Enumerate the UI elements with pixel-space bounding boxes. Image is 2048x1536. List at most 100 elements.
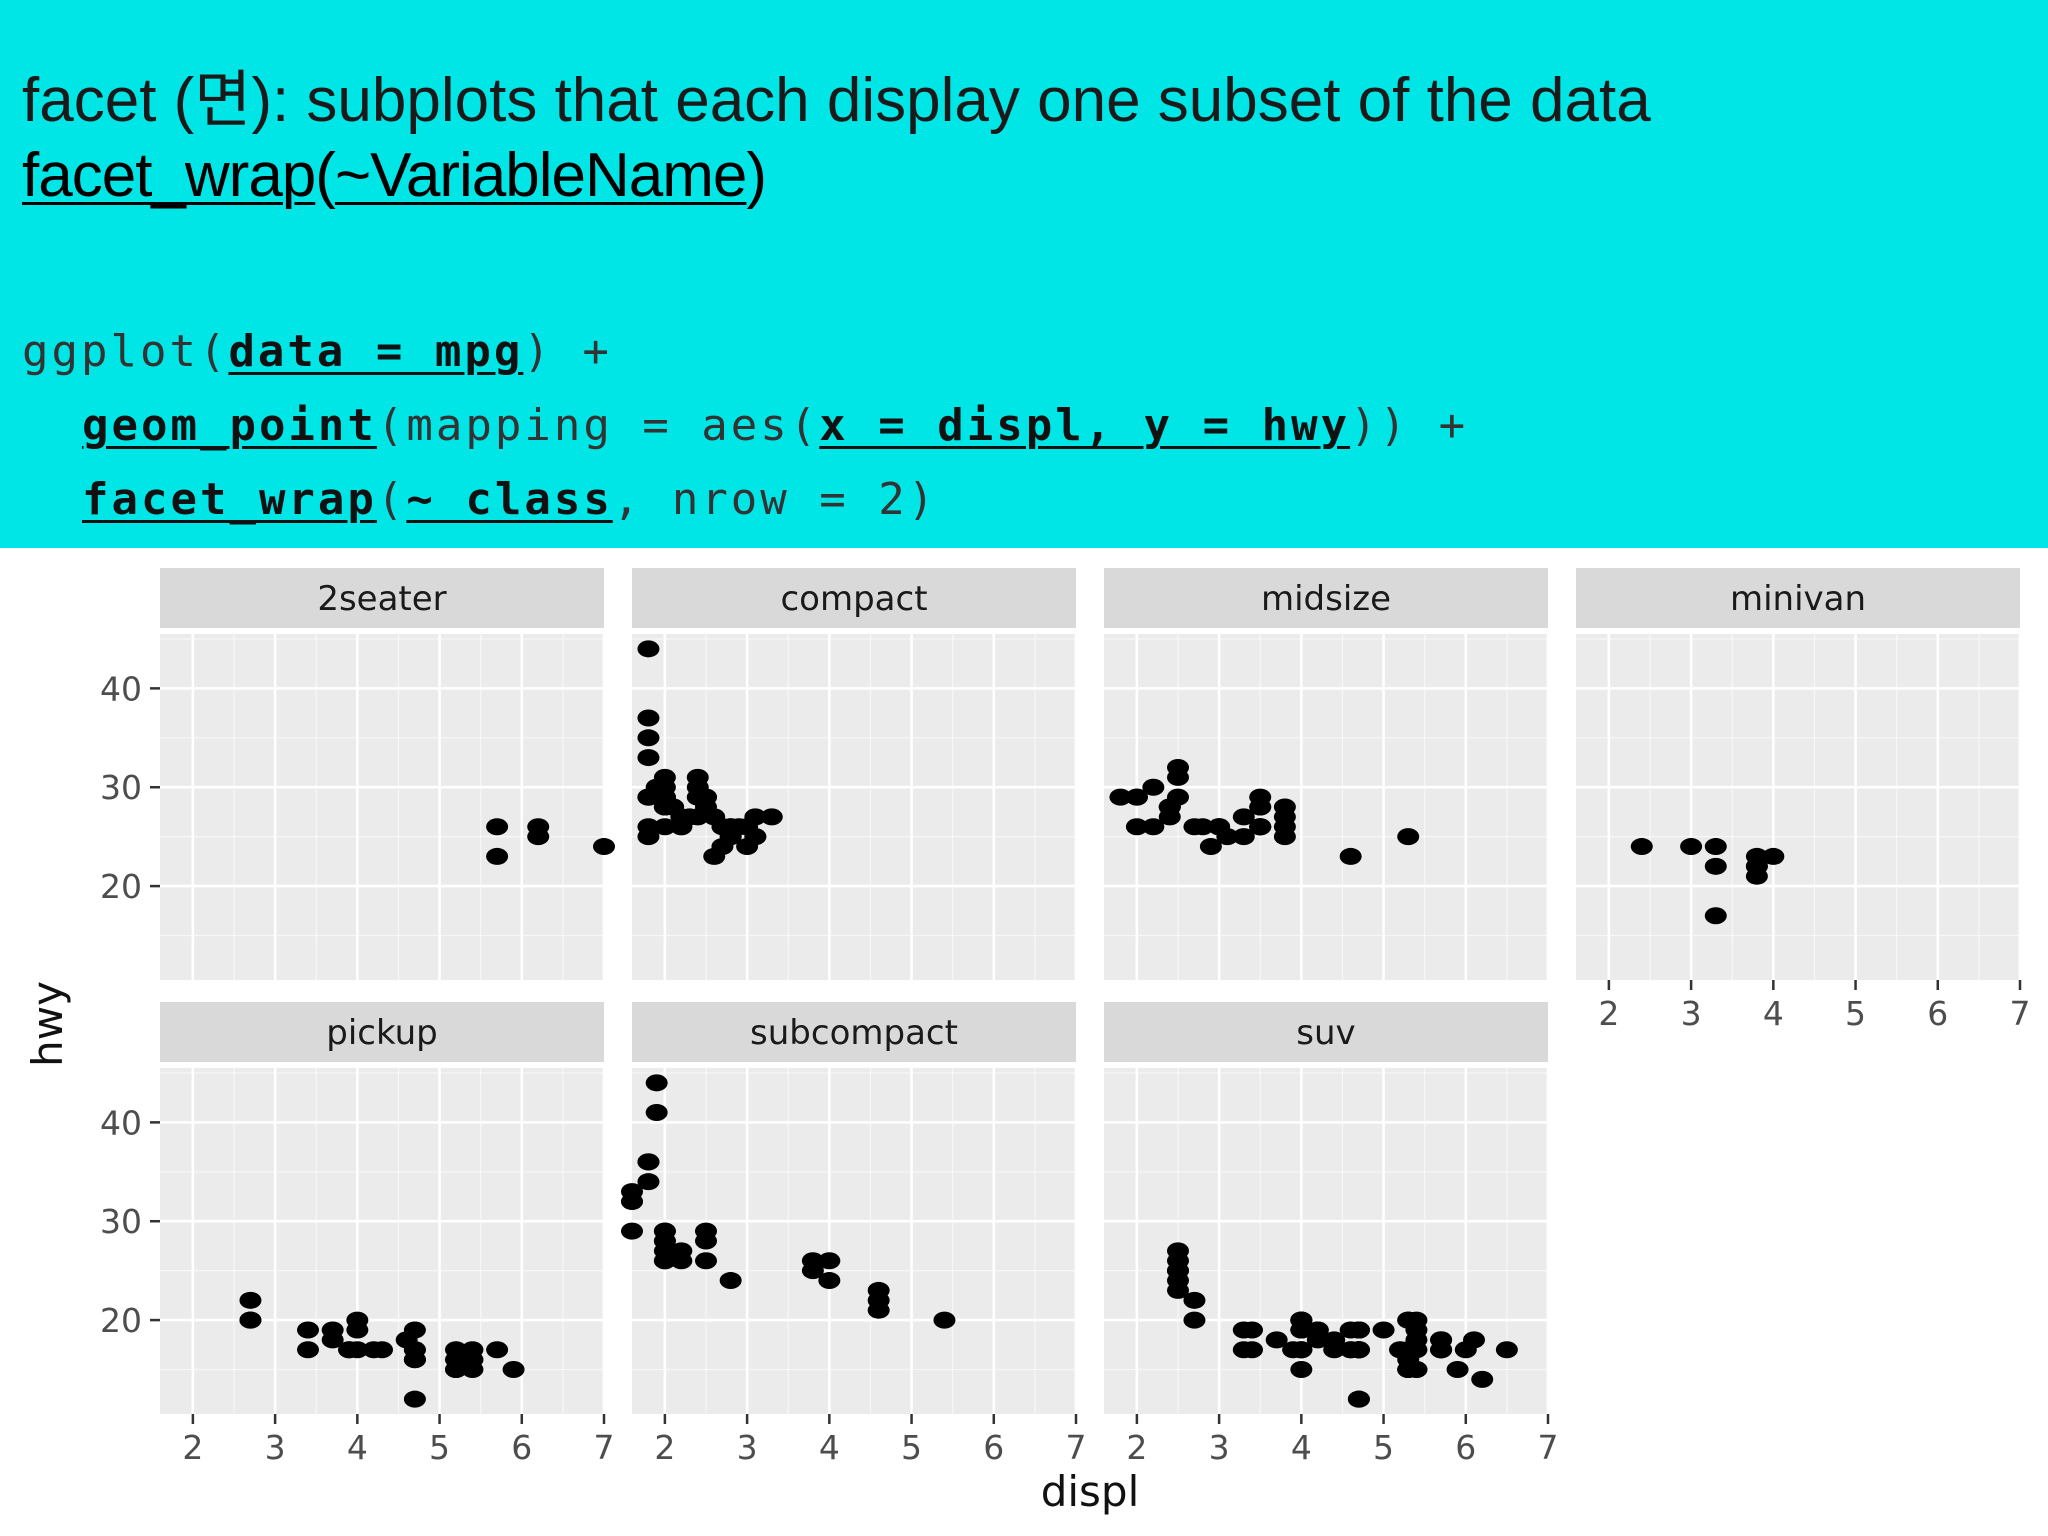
- facet-strip-label: pickup: [326, 1013, 438, 1053]
- facet-panel-suv: suv 2 3 4 5 6 7: [1104, 1002, 1559, 1467]
- x-tick-label: 5: [1373, 1428, 1394, 1467]
- data-point: [801, 1262, 824, 1280]
- x-tick-label: 2: [654, 1428, 675, 1467]
- data-point: [1463, 1331, 1485, 1349]
- facet-strip-label: suv: [1296, 1013, 1355, 1053]
- data-point: [445, 1351, 467, 1369]
- data-point: [1397, 1361, 1420, 1379]
- data-point: [1430, 1331, 1453, 1349]
- data-point: [395, 1331, 418, 1349]
- data-point: [727, 818, 750, 836]
- slide-title: facet (면): subplots that each display on…: [22, 66, 1651, 135]
- data-point: [670, 1252, 693, 1270]
- facet-strip-label: minivan: [1730, 579, 1866, 619]
- data-point: [1290, 1311, 1313, 1329]
- y-tick-label: 40: [100, 669, 142, 708]
- data-point: [403, 1351, 426, 1369]
- code-line-3: facet_wrap(~ class, nrow = 2): [82, 478, 937, 522]
- x-tick-label: 6: [511, 1428, 532, 1467]
- facet-panel-2seater: 2seater 20 30 40: [100, 568, 615, 980]
- data-point: [1495, 1341, 1518, 1359]
- data-point: [637, 749, 660, 767]
- data-point: [1183, 1291, 1206, 1309]
- facet-panel-compact: compact: [632, 568, 1078, 980]
- data-point: [1704, 838, 1727, 856]
- data-point: [645, 778, 668, 796]
- data-point: [1125, 788, 1148, 806]
- panel-background: [1104, 1068, 1548, 1414]
- x-tick-label: 7: [1538, 1428, 1559, 1467]
- x-tick-label: 4: [1291, 1428, 1312, 1467]
- data-point: [1158, 798, 1181, 816]
- data-point: [1265, 1331, 1288, 1349]
- code-token-underlined: facet_wrap: [82, 474, 377, 525]
- data-point: [1745, 857, 1768, 875]
- y-tick-label: 30: [100, 1202, 142, 1241]
- data-point: [486, 818, 509, 836]
- data-point: [1347, 1321, 1370, 1339]
- data-point: [703, 847, 726, 865]
- subtitle-function: facet_wrap: [22, 141, 316, 210]
- data-point: [637, 1173, 660, 1191]
- x-tick-label: 3: [265, 1428, 286, 1467]
- data-point: [1372, 1321, 1395, 1339]
- data-point: [1347, 1341, 1370, 1359]
- x-tick-label: 4: [819, 1428, 840, 1467]
- x-tick-label: 3: [737, 1428, 758, 1467]
- data-point: [703, 808, 726, 826]
- code-token-underlined: x = displ, y = hwy: [819, 400, 1351, 451]
- y-axis-label: hwy: [23, 981, 72, 1067]
- facet-panel-midsize: midsize: [1104, 568, 1550, 980]
- x-tick-label: 5: [429, 1428, 450, 1467]
- x-tick-label: 2: [182, 1428, 203, 1467]
- y-tick-label: 40: [100, 1103, 142, 1142]
- facet-strip-label: midsize: [1261, 579, 1391, 619]
- data-point: [1249, 818, 1272, 836]
- data-point: [1397, 828, 1420, 846]
- code-token: (: [376, 474, 407, 525]
- code-token-underlined: ~ class: [406, 474, 613, 525]
- data-point: [818, 1252, 841, 1270]
- x-tick-label: 6: [1455, 1428, 1476, 1467]
- data-point: [1323, 1331, 1346, 1349]
- data-point: [1704, 907, 1727, 925]
- facet-strip: [1576, 568, 2020, 628]
- code-token: , nrow = 2): [612, 474, 938, 525]
- data-point: [1273, 818, 1296, 836]
- data-point: [1241, 1321, 1263, 1339]
- data-point: [621, 1222, 643, 1240]
- data-point: [1125, 818, 1148, 836]
- code-token: )) +: [1350, 400, 1469, 451]
- data-point: [1630, 838, 1653, 856]
- code-token-underlined: data = mpg: [228, 326, 524, 377]
- facet-panel-pickup: pickup 20 30 40 2 3 4 5 6 7: [100, 1002, 615, 1467]
- data-point: [1232, 828, 1255, 846]
- data-point: [1142, 778, 1165, 796]
- data-point: [736, 838, 759, 856]
- data-point: [695, 1222, 717, 1240]
- y-tick-label: 20: [100, 1301, 142, 1340]
- data-point: [621, 1192, 643, 1210]
- slide-subtitle: facet_wrap(~VariableName): [22, 145, 767, 207]
- data-point: [321, 1331, 344, 1349]
- data-point: [1762, 847, 1785, 865]
- x-tick-label: 3: [1209, 1428, 1230, 1467]
- facet-strip: [1104, 1002, 1548, 1062]
- data-point: [1273, 798, 1296, 816]
- data-point: [403, 1390, 426, 1408]
- x-tick-label: 4: [1763, 994, 1784, 1033]
- data-point: [645, 1074, 668, 1092]
- x-tick-label: 3: [1681, 994, 1702, 1033]
- x-tick-label: 7: [1066, 1428, 1087, 1467]
- data-point: [1704, 857, 1727, 875]
- y-tick-label: 20: [100, 867, 142, 906]
- x-tick-label: 7: [594, 1428, 615, 1467]
- facet-strip-label: 2seater: [317, 579, 446, 619]
- x-tick-label: 4: [347, 1428, 368, 1467]
- data-point: [1208, 818, 1231, 836]
- data-point: [1167, 1281, 1189, 1299]
- y-tick-label: 30: [100, 768, 142, 807]
- x-tick-label: 2: [1598, 994, 1619, 1033]
- data-point: [1199, 838, 1222, 856]
- x-axis-label: displ: [1041, 1467, 1140, 1516]
